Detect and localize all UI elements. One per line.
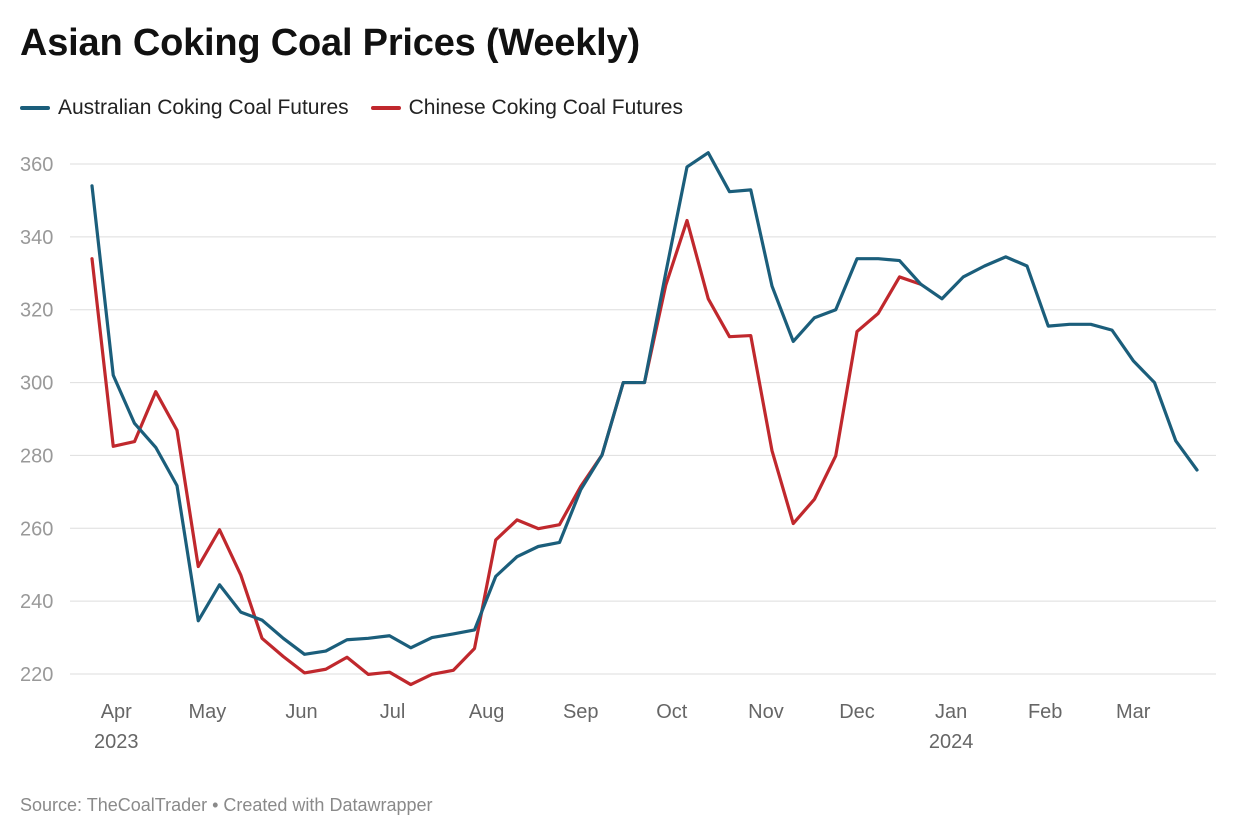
chart-source: Source: TheCoalTrader • Created with Dat… <box>20 795 433 815</box>
y-tick-label-340: 340 <box>20 227 53 249</box>
line-chart: 220 240 260 280 300 320 340 360 Apr 2023 May Jun Ju… <box>20 151 1216 753</box>
legend-item-chinese: Chinese Coking Coal Futures <box>370 96 683 120</box>
legend-label-chinese: Chinese Coking Coal Futures <box>408 96 683 119</box>
chart-legend: Australian Coking Coal Futures Chinese C… <box>20 96 683 120</box>
x-tick-label-sep: Sep <box>563 701 599 723</box>
x-tick-label-dec: Dec <box>839 701 875 723</box>
y-tick-label-280: 280 <box>20 445 53 467</box>
legend-swatch-australian <box>20 106 50 110</box>
y-tick-label-360: 360 <box>20 154 53 176</box>
y-tick-label-320: 320 <box>20 300 53 322</box>
chart-series <box>90 151 1199 687</box>
chart-grid <box>70 163 1216 675</box>
y-axis: 220 240 260 280 300 320 340 360 <box>20 154 53 686</box>
x-tick-label-mar: Mar <box>1116 701 1151 723</box>
series-line-australian <box>90 151 1199 656</box>
x-tick-year-2024: 2024 <box>929 731 974 753</box>
x-tick-label-oct: Oct <box>656 701 688 723</box>
x-tick-label-aug: Aug <box>469 701 505 723</box>
y-tick-label-220: 220 <box>20 664 53 686</box>
y-tick-label-300: 300 <box>20 373 53 395</box>
x-tick-label-apr: Apr <box>101 701 132 723</box>
x-tick-label-feb: Feb <box>1028 701 1062 723</box>
x-tick-label-jan: Jan <box>935 701 967 723</box>
x-tick-label-may: May <box>188 701 226 723</box>
x-axis: Apr 2023 May Jun Jul Aug Sep Oct Nov Dec Jan 2024 Fe… <box>94 701 1151 753</box>
x-tick-year-2023: 2023 <box>94 731 139 753</box>
x-tick-label-jun: Jun <box>285 701 317 723</box>
x-tick-label-nov: Nov <box>748 701 784 723</box>
y-tick-label-240: 240 <box>20 591 53 613</box>
x-tick-label-jul: Jul <box>380 701 406 723</box>
y-tick-label-260: 260 <box>20 518 53 540</box>
legend-swatch-chinese <box>370 106 401 110</box>
legend-label-australian: Australian Coking Coal Futures <box>58 96 349 119</box>
legend-item-australian: Australian Coking Coal Futures <box>20 96 349 120</box>
chart-title: Asian Coking Coal Prices (Weekly) <box>20 22 640 64</box>
series-line-chinese <box>90 218 923 687</box>
